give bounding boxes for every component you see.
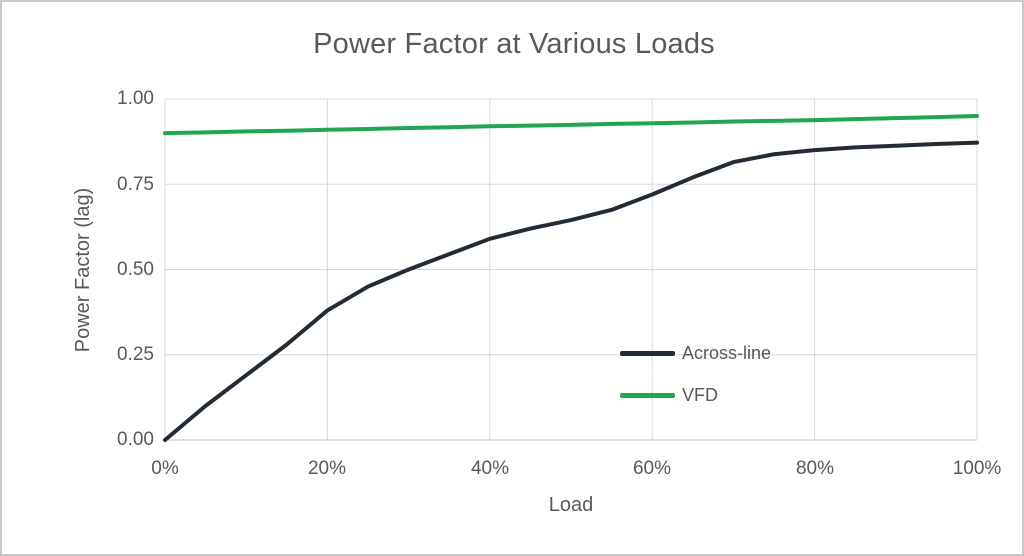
legend-item-vfd: VFD <box>620 383 771 407</box>
y-tick-label: 0.50 <box>117 259 154 280</box>
y-tick-label: 0.75 <box>117 174 154 195</box>
x-axis-title: Load <box>548 494 594 516</box>
x-tick-label: 40% <box>470 458 510 479</box>
series-line-across-line <box>163 140 979 442</box>
legend: Across-line VFD <box>620 341 771 425</box>
y-tick-label: 0.00 <box>117 429 154 450</box>
legend-label: VFD <box>682 384 718 405</box>
legend-item-across-line: Across-line <box>620 341 771 365</box>
legend-label: Across-line <box>682 342 772 363</box>
x-tick-label: 80% <box>795 458 835 479</box>
across-line-series-swatch <box>620 350 675 356</box>
x-tick-label: 20% <box>307 458 347 479</box>
x-tick-label: 60% <box>632 458 672 479</box>
x-tick-label: 0% <box>151 458 179 479</box>
y-axis-title: Power Factor (lag) <box>72 187 94 353</box>
y-tick-label: 1.00 <box>117 88 154 109</box>
y-tick-label: 0.25 <box>117 344 154 365</box>
series-line-vfd <box>163 114 979 136</box>
vfd-series-swatch <box>620 392 675 398</box>
chart-title: Power Factor at Various Loads <box>313 28 715 60</box>
x-tick-label: 100% <box>952 458 1002 479</box>
